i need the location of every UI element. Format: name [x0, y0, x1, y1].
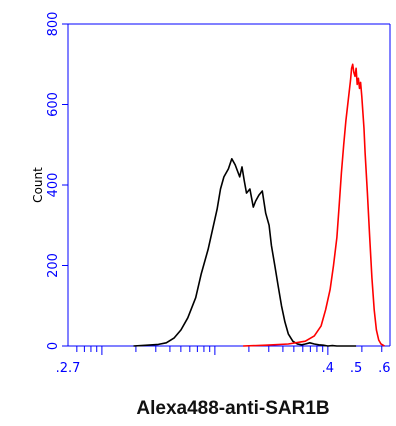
x-tick-label: .6 — [378, 361, 390, 376]
y-tick-label: 800 — [46, 12, 61, 37]
y-tick-label: 400 — [46, 173, 61, 198]
series-layer — [133, 63, 385, 347]
x-tick-label: .5 — [350, 361, 362, 376]
y-tick-label: 600 — [46, 92, 61, 117]
x-axis-label: Alexa488-anti-SAR1B — [136, 398, 329, 419]
series-line-2 — [243, 63, 385, 347]
x-tick-label: .2.7 — [56, 361, 81, 376]
x-ticks: .2.7 .4 .5 .6 — [56, 346, 391, 376]
series-line-1 — [133, 158, 357, 347]
x-tick-label: .4 — [322, 361, 334, 376]
y-tick-label: 0 — [46, 342, 61, 350]
y-tick-label: 200 — [46, 253, 61, 278]
y-ticks: 0 200 400 600 800 — [46, 12, 68, 350]
plot-area — [67, 23, 391, 347]
y-axis-label: Count — [31, 167, 45, 203]
